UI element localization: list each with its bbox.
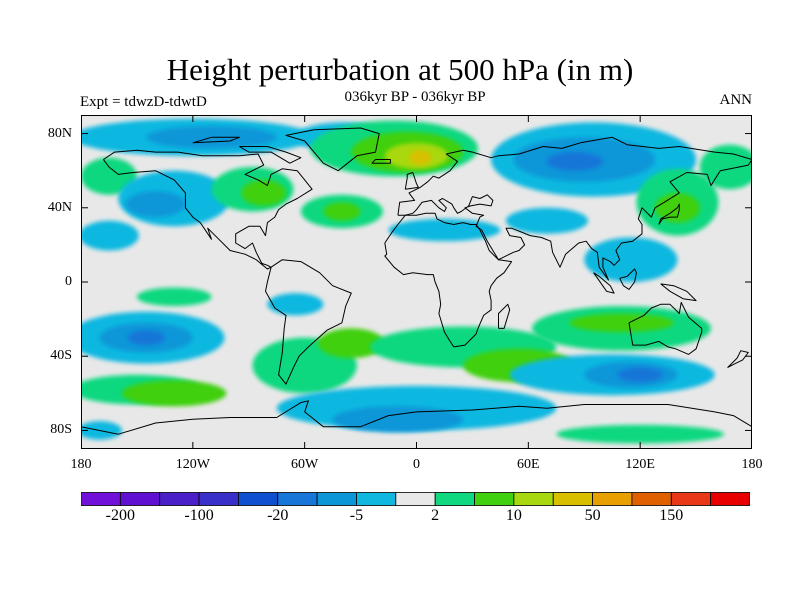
coastline-2: [265, 259, 352, 385]
colorbar-label: -200: [105, 507, 135, 524]
colorbar-swatch: [552, 492, 593, 506]
experiment-label: Expt = tdwzD-tdwtD: [80, 94, 207, 110]
plot-title: Height perturbation at 500 hPa (in m): [166, 52, 634, 87]
colorbar-swatch: [592, 492, 633, 506]
colorbar-swatch: [513, 492, 554, 506]
coastline-9: [658, 203, 680, 225]
colorbar-label: 10: [505, 507, 522, 524]
coastline-12: [660, 283, 697, 302]
colorbar-label: -20: [267, 507, 289, 524]
colorbar-label: 150: [659, 507, 684, 524]
contour-region-17: [546, 152, 603, 171]
contour-region-30: [317, 328, 385, 359]
coastline-15: [239, 146, 302, 164]
colorbar-swatch: [238, 492, 279, 506]
x-tick-label: 60W: [291, 457, 319, 472]
colorbar-swatch: [159, 492, 200, 506]
y-tick-label: 0: [65, 274, 72, 289]
coastline-5: [628, 301, 703, 355]
coastline-7: [404, 172, 419, 190]
contour-region-12: [409, 150, 432, 166]
contour-region-14: [323, 202, 361, 221]
x-tick-label: 120E: [625, 457, 655, 472]
contour-region-26: [127, 330, 165, 346]
y-tick-label: 40S: [50, 348, 72, 364]
colorbar-swatch: [434, 492, 475, 506]
colorbar-swatch: [631, 492, 672, 506]
colorbar-swatch: [316, 492, 357, 506]
x-tick-label: 180: [741, 457, 763, 472]
contour-region-41: [332, 406, 464, 433]
colorbar-swatch: [395, 492, 436, 506]
colorbar-swatch: [670, 492, 712, 506]
y-tick-label: 40N: [47, 199, 72, 215]
height-field-contours: [81, 118, 752, 444]
coastline-14: [81, 400, 752, 435]
colorbar-swatch: [81, 492, 121, 506]
coastline-13: [727, 350, 749, 368]
x-tick-label: 180: [70, 457, 92, 472]
coastlines: [81, 127, 752, 435]
contour-region-27: [136, 287, 212, 307]
colorbar-swatch: [119, 492, 161, 506]
colorbar: [81, 492, 750, 506]
contour-region-23: [584, 237, 678, 282]
contour-region-3: [81, 157, 137, 195]
contour-region-6: [81, 220, 139, 251]
coastline-8: [371, 159, 391, 164]
axis-tick-marks: [81, 115, 752, 449]
contour-region-5: [125, 191, 186, 218]
season-label: ANN: [719, 92, 753, 108]
y-tick-label: 80N: [47, 125, 72, 141]
x-tick-label: 0: [413, 457, 420, 472]
coastline-11: [619, 268, 637, 290]
contour-region-42: [556, 424, 725, 444]
contour-region-32: [122, 380, 227, 407]
coastline-4: [384, 212, 513, 348]
y-tick-label: 80S: [50, 422, 72, 438]
colorbar-swatch: [474, 492, 515, 506]
contour-region-8: [241, 179, 287, 206]
contour-region-39: [617, 367, 663, 383]
colorbar-swatch: [198, 492, 239, 506]
contour-region-36: [569, 313, 674, 333]
map-panel: [81, 115, 752, 449]
colorbar-swatch: [356, 492, 397, 506]
colorbar-label: -100: [184, 507, 214, 524]
x-tick-label: 60E: [517, 457, 540, 472]
coastline-0: [102, 149, 313, 270]
colorbar-swatch: [277, 492, 318, 506]
period-label: 036kyr BP - 036kyr BP: [344, 89, 486, 105]
colorbar-label: 50: [584, 507, 601, 524]
contour-region-28: [267, 293, 324, 316]
coastline-16: [192, 136, 240, 144]
coastline-1: [285, 127, 380, 172]
colorbar-label: -5: [349, 507, 364, 524]
x-tick-label: 120W: [175, 457, 210, 472]
coastline-3: [397, 136, 752, 281]
coastline-10: [593, 272, 615, 294]
coastline-6: [498, 303, 511, 329]
colorbar-label: 2: [431, 507, 440, 524]
contour-region-18: [505, 207, 588, 234]
colorbar-swatch: [710, 492, 750, 506]
